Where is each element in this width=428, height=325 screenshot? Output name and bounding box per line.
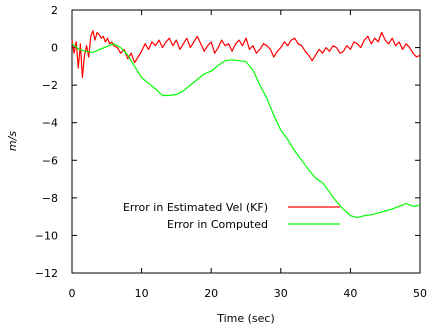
legend-label-kf: Error in Estimated Vel (KF) xyxy=(123,201,268,214)
legend: Error in Estimated Vel (KF) Error in Com… xyxy=(123,201,340,231)
x-tick-label: 50 xyxy=(413,287,427,300)
x-tick-label: 40 xyxy=(343,287,357,300)
series-line-estimated-vel-kf xyxy=(71,30,421,79)
legend-label-computed: Error in Computed xyxy=(167,218,268,231)
y-tick-label: −4 xyxy=(42,117,58,130)
y-tick-label: 0 xyxy=(51,42,58,55)
y-tick-label: −12 xyxy=(35,267,58,280)
series-line-computed xyxy=(71,43,421,219)
axis-ticks xyxy=(71,9,421,274)
y-tick-label: −10 xyxy=(35,229,58,242)
y-tick-label: −8 xyxy=(42,192,58,205)
x-tick-label: 0 xyxy=(69,287,76,300)
y-tick-labels: 2 0 −2 −4 −6 −8 −10 −12 xyxy=(35,4,58,280)
plot-area xyxy=(71,9,421,274)
x-tick-label: 30 xyxy=(274,287,288,300)
y-tick-label: 2 xyxy=(51,4,58,17)
y-axis-label: m/s xyxy=(6,131,19,151)
x-axis-label: Time (sec) xyxy=(216,312,275,325)
x-tick-labels: 0 10 20 30 40 50 xyxy=(69,287,428,300)
series-layer xyxy=(71,30,421,219)
x-tick-label: 10 xyxy=(135,287,149,300)
y-tick-label: −2 xyxy=(42,79,58,92)
x-tick-label: 20 xyxy=(204,287,218,300)
plot-frame xyxy=(71,9,421,274)
y-tick-label: −6 xyxy=(42,154,58,167)
